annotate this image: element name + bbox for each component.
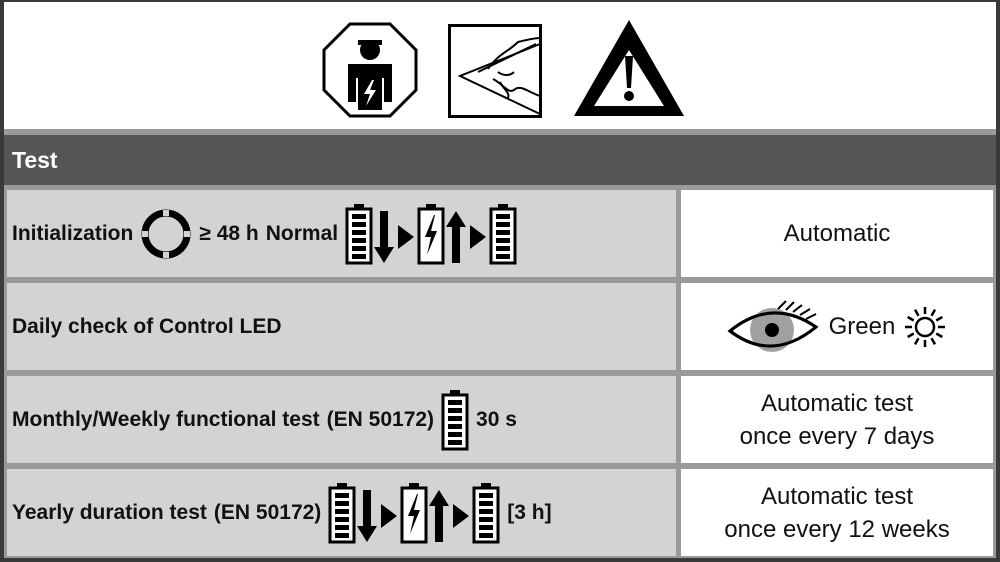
result-line: once every 12 weeks — [724, 515, 950, 543]
row-daily-check-result: Green — [681, 283, 993, 370]
led-ray — [907, 315, 915, 322]
row-initialization-label: Initialization ≥ 48 h Normal — [7, 190, 676, 277]
standard-text: (EN 50172) — [213, 500, 322, 524]
qualified-electrician-icon — [322, 22, 418, 118]
led-ray — [907, 331, 915, 338]
result-line: Automatic test — [760, 389, 914, 417]
result-line: Automatic test — [760, 482, 914, 510]
duration-text: ≥ 48 h — [199, 221, 259, 245]
led-ray — [935, 331, 944, 338]
test-table: Test Initialization ≥ 48 h Normal Automa… — [4, 2, 996, 558]
row-label: Yearly duration test — [12, 500, 207, 524]
octagon-ring-icon — [141, 209, 191, 258]
row-monthly-test-label: Monthly/Weekly functional test (EN 50172… — [7, 376, 676, 463]
row-label: Initialization — [12, 221, 134, 245]
led-ray — [935, 315, 944, 322]
led-lit-icon — [905, 306, 946, 347]
read-instructions-icon — [448, 24, 542, 118]
battery-full-icon — [441, 389, 469, 451]
discharge-charge-sequence-icon — [328, 482, 500, 544]
row-yearly-test-label: Yearly duration test (EN 50172) [3 h] — [7, 469, 676, 556]
row-label: Daily check of Control LED — [12, 314, 282, 338]
row-monthly-test-result: Automatic test once every 7 days — [681, 376, 993, 463]
led-ray — [914, 308, 920, 316]
result-text: Automatic — [783, 220, 891, 247]
section-header: Test — [4, 135, 996, 185]
discharge-charge-sequence-icon — [345, 203, 517, 265]
eye-icon — [727, 299, 819, 352]
warning-icon — [574, 20, 684, 116]
standard-text: (EN 50172) — [326, 407, 435, 431]
duration-text: 30 s — [476, 407, 517, 431]
result-line: once every 7 days — [739, 422, 935, 450]
led-ray — [930, 337, 937, 345]
led-color-text: Green — [828, 313, 896, 340]
mode-text: Normal — [265, 221, 339, 245]
led-ray — [930, 308, 937, 316]
duration-text: [3 h] — [507, 500, 552, 524]
symbol-bar — [4, 2, 996, 129]
row-yearly-test-result: Automatic test once every 12 weeks — [681, 469, 993, 556]
row-initialization-result: Automatic — [681, 190, 993, 277]
row-daily-check-label: Daily check of Control LED — [7, 283, 676, 370]
led-ray — [914, 337, 920, 345]
row-label: Monthly/Weekly functional test — [12, 407, 320, 431]
